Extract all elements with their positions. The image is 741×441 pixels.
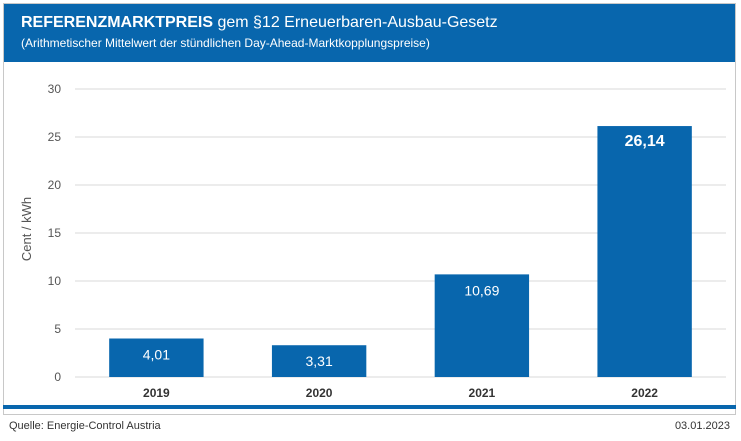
source-text: Quelle: Energie-Control Austria <box>9 420 161 432</box>
chart-title-rest: gem §12 Erneuerbaren-Ausbau-Gesetz <box>213 14 498 31</box>
y-tick-label: 0 <box>54 370 61 384</box>
chart-title-bold: REFERENZMARKTPREIS <box>21 14 214 31</box>
x-tick-label: 2019 <box>143 386 170 400</box>
value-label: 4,01 <box>143 347 170 363</box>
y-tick-label: 10 <box>48 274 62 288</box>
x-tick-label: 2022 <box>631 386 658 400</box>
value-labels: 4,01 3,31 10,69 26,14 <box>143 133 665 369</box>
y-tick-label: 30 <box>48 82 62 96</box>
chart-subtitle: (Arithmetischer Mittelwert der stündlich… <box>21 36 430 50</box>
bar <box>271 345 367 377</box>
chart-title: REFERENZMARKTPREIS gem §12 Erneuerbaren-… <box>21 13 498 33</box>
value-label: 26,14 <box>625 133 665 150</box>
date-text: 03.01.2023 <box>674 420 730 432</box>
bars <box>109 126 692 377</box>
x-tick-labels: 2019 2020 2021 2022 <box>143 386 658 400</box>
x-tick-label: 2021 <box>469 386 496 400</box>
bar <box>434 274 530 377</box>
bar <box>597 126 692 377</box>
y-tick-label: 20 <box>48 178 62 192</box>
chart-header: REFERENZMARKTPREIS gem §12 Erneuerbaren-… <box>4 4 735 62</box>
value-label: 10,69 <box>464 282 499 298</box>
footer-rule <box>3 405 736 409</box>
x-tick-label: 2020 <box>306 386 333 400</box>
y-tick-label: 25 <box>48 130 62 144</box>
y-axis-label: Cent / kWh <box>19 197 34 261</box>
y-tick-labels: 0 5 10 15 20 25 30 <box>48 82 62 384</box>
bar <box>109 338 204 377</box>
y-tick-label: 5 <box>54 322 61 336</box>
y-tick-label: 15 <box>48 226 62 240</box>
value-label: 3,31 <box>306 353 333 369</box>
